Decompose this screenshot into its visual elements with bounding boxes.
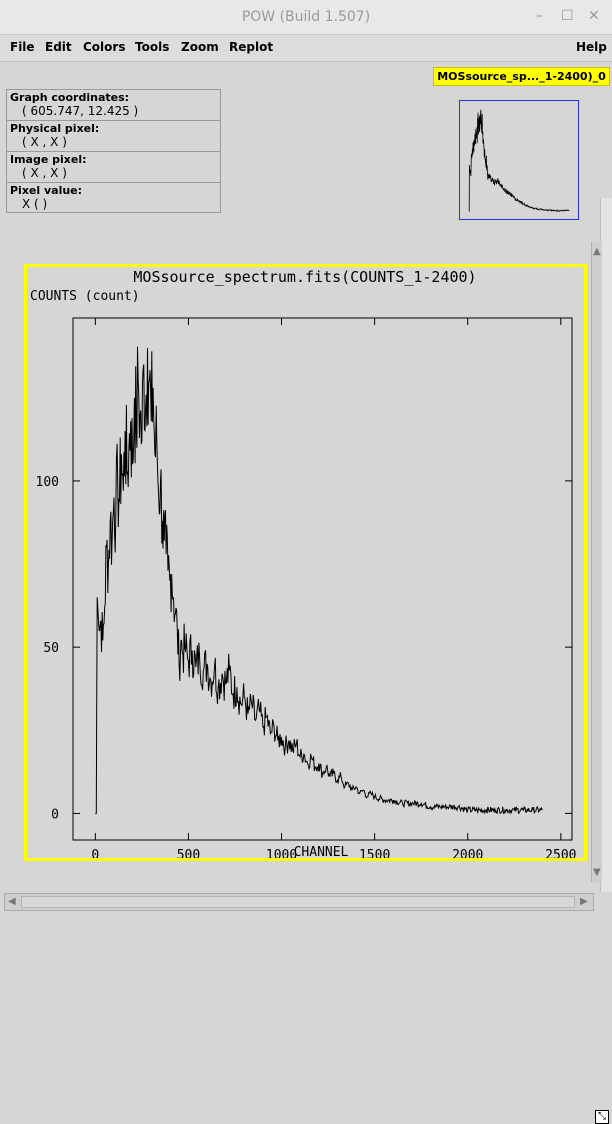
image-pixel-value: ( X , X ) — [22, 166, 67, 180]
horizontal-scrollbar[interactable]: ◀ ▶ — [4, 893, 594, 911]
scroll-right-icon[interactable]: ▶ — [580, 896, 588, 907]
scroll-down-icon[interactable]: ▼ — [593, 867, 601, 878]
menu-colors[interactable]: Colors — [83, 40, 126, 54]
y-tick-label: 0 — [51, 807, 59, 822]
plot-axes-box — [72, 317, 573, 841]
menu-replot[interactable]: Replot — [229, 40, 274, 54]
image-pixel-label: Image pixel: — [10, 153, 87, 166]
horizontal-scroll-thumb[interactable] — [21, 896, 575, 908]
spectrum-plot: MOSsource_spectrum.fits(COUNTS_1-2400) C… — [30, 268, 576, 863]
thumbnail-plot — [468, 109, 570, 212]
plot-frame[interactable]: MOSsource_spectrum.fits(COUNTS_1-2400) C… — [24, 264, 609, 1124]
y-tick-label: 50 — [43, 641, 59, 656]
physical-pixel-value: ( X , X ) — [22, 135, 67, 149]
menubar: File Edit Colors Tools Zoom Replot Help — [0, 35, 612, 62]
window-title: POW (Build 1.507) — [241, 9, 371, 25]
menu-help[interactable]: Help — [576, 40, 607, 54]
x-tick-label: 2000 — [452, 848, 483, 858]
x-tick-label: 1000 — [266, 848, 297, 858]
menu-file[interactable]: File — [10, 40, 35, 54]
x-tick-label: 0 — [91, 848, 99, 858]
maximize-icon[interactable]: ☐ — [561, 8, 574, 24]
minimize-icon[interactable]: – — [536, 8, 543, 24]
resize-handle-icon[interactable]: ⤡ — [595, 1110, 609, 1124]
graph-coordinates-value: ( 605.747, 12.425 ) — [22, 104, 139, 118]
pixel-value-value: X ( ) — [22, 197, 48, 211]
x-axis-label: CHANNEL — [294, 845, 349, 858]
graph-coordinates-box: Graph coordinates: ( 605.747, 12.425 ) — [6, 89, 221, 120]
graph-coordinates-label: Graph coordinates: — [10, 91, 130, 104]
scroll-left-icon[interactable]: ◀ — [8, 896, 16, 907]
window-titlebar: POW (Build 1.507) – ☐ ✕ — [0, 0, 612, 35]
close-icon[interactable]: ✕ — [588, 8, 600, 24]
y-tick-label: 100 — [36, 475, 59, 490]
scroll-up-icon[interactable]: ▲ — [593, 246, 601, 257]
thumbnail-series-line — [468, 109, 570, 212]
physical-pixel-label: Physical pixel: — [10, 122, 100, 135]
pixel-value-box: Pixel value: X ( ) — [6, 182, 221, 213]
current-graph-label[interactable]: MOSsource_sp..._1-2400)_0 — [433, 67, 610, 86]
menu-zoom[interactable]: Zoom — [181, 40, 219, 54]
chart-title: MOSsource_spectrum.fits(COUNTS_1-2400) — [133, 268, 476, 286]
menu-tools[interactable]: Tools — [135, 40, 170, 54]
y-axis-label: COUNTS (count) — [30, 289, 140, 304]
vertical-scrollbar[interactable]: ▲ ▼ — [591, 242, 602, 882]
pixel-value-label: Pixel value: — [10, 184, 83, 197]
physical-pixel-box: Physical pixel: ( X , X ) — [6, 120, 221, 151]
image-pixel-box: Image pixel: ( X , X ) — [6, 151, 221, 182]
coordinate-info-panel: Graph coordinates: ( 605.747, 12.425 ) P… — [6, 89, 221, 213]
spectrum-series-line — [95, 346, 543, 815]
menu-edit[interactable]: Edit — [45, 40, 72, 54]
x-tick-label: 2500 — [545, 848, 576, 858]
x-tick-label: 500 — [177, 848, 200, 858]
x-tick-label: 1500 — [359, 848, 390, 858]
overview-thumbnail[interactable] — [459, 100, 579, 220]
